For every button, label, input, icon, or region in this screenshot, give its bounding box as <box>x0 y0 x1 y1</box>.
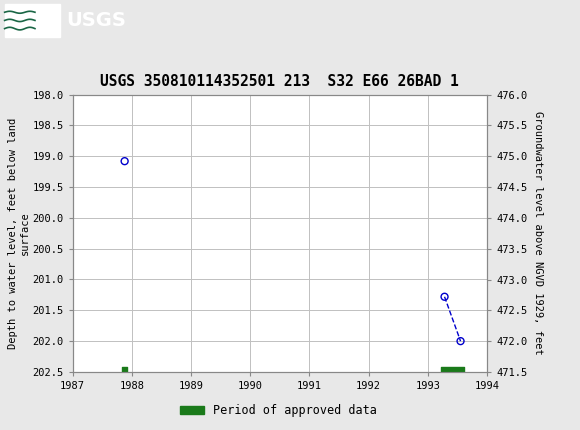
Title: USGS 350810114352501 213  S32 E66 26BAD 1: USGS 350810114352501 213 S32 E66 26BAD 1 <box>100 74 459 89</box>
Bar <box>5 4 60 37</box>
Legend: Period of approved data: Period of approved data <box>175 399 382 422</box>
Point <box>440 293 449 300</box>
Text: USGS: USGS <box>67 11 126 30</box>
Y-axis label: Depth to water level, feet below land
surface: Depth to water level, feet below land su… <box>8 118 30 349</box>
Point <box>120 158 129 165</box>
Point <box>456 338 465 344</box>
Y-axis label: Groundwater level above NGVD 1929, feet: Groundwater level above NGVD 1929, feet <box>533 111 543 355</box>
